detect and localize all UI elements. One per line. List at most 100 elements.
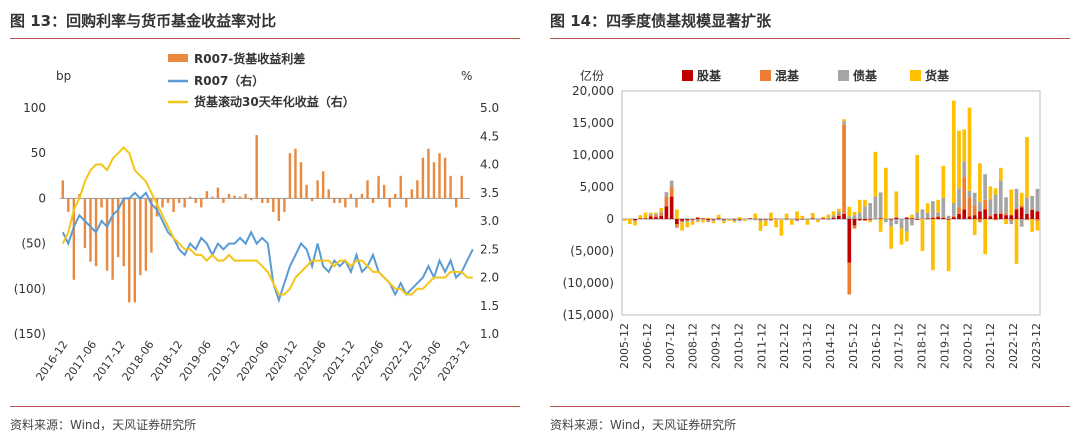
bar-货基 [962, 129, 967, 162]
bar-货基 [810, 212, 815, 219]
y-axis-left-unit: bp [56, 69, 71, 83]
bar-债基 [899, 219, 904, 229]
bar-债基 [716, 219, 721, 221]
y-tick-left: (150) [14, 327, 46, 341]
y-tick-right: 2.0 [480, 271, 499, 285]
y-tick-right: 4.0 [480, 158, 499, 172]
bar-货基 [837, 208, 841, 212]
legend-swatch [760, 70, 771, 81]
x-tick-label: 2013-12 [801, 323, 814, 369]
bar-货基 [1019, 192, 1024, 206]
bar-货基 [931, 219, 935, 271]
bar-混基 [957, 207, 961, 214]
bar-货基 [831, 211, 836, 216]
bar-货基 [737, 217, 742, 219]
bar-货基 [769, 212, 773, 219]
spread-bar [432, 162, 436, 199]
bar-混基 [633, 220, 637, 221]
bar-股基 [701, 218, 705, 219]
y-tick: (15,000) [563, 308, 614, 322]
spread-bar [410, 189, 414, 199]
y-tick-right: 2.5 [480, 242, 499, 256]
bar-货基 [795, 211, 799, 219]
y-tick-right: 3.5 [480, 186, 499, 200]
bar-货基 [628, 219, 632, 225]
bar-货基 [654, 212, 658, 214]
x-tick-label: 2022-12 [1007, 323, 1020, 369]
figure-13-source: 资料来源：Wind，天风证券研究所 [10, 418, 197, 432]
bar-货基 [826, 214, 831, 218]
spread-bar [227, 193, 231, 199]
y-tick-right: 1.0 [480, 327, 499, 341]
spread-bar [244, 193, 247, 199]
figure-13-panel: 图 13：回购利率与货币基金收益率对比 bp% 100 50 0 (50) (100) (1… [10, 12, 520, 432]
bar-债基 [711, 219, 716, 222]
bar-货基 [972, 219, 977, 235]
bar-债基 [972, 192, 977, 206]
bar-货基 [842, 119, 846, 122]
y-tick: 20,000 [572, 84, 614, 98]
bar-股基 [753, 218, 758, 220]
bar-债基 [748, 219, 752, 220]
bar-货基 [988, 186, 993, 200]
spread-bar [216, 187, 220, 199]
bar-货基 [633, 221, 637, 226]
bar-货基 [873, 151, 878, 197]
legend-swatch [838, 70, 849, 81]
spread-bar [294, 148, 297, 199]
bar-股基 [941, 217, 946, 219]
bar-混基 [680, 220, 684, 223]
bar-货基 [763, 220, 768, 227]
legend-label-spread: R007-货基收益利差 [194, 51, 305, 66]
spread-bar [316, 180, 319, 199]
bar-股基 [711, 219, 716, 220]
bar-债基 [633, 220, 637, 222]
y-axis-right-unit: % [461, 69, 472, 83]
bar-混基 [837, 213, 841, 216]
bar-混基 [842, 124, 846, 214]
x-tick-label: 2018-12 [916, 323, 929, 369]
bar-股基 [951, 217, 956, 219]
spread-bar [111, 198, 114, 280]
bar-股基 [993, 213, 998, 219]
spread-bar [255, 135, 258, 199]
spread-bar [205, 191, 209, 199]
bar-债基 [643, 219, 648, 220]
spread-bar [349, 193, 353, 199]
y-tick: (5,000) [570, 244, 614, 258]
bar-混基 [889, 219, 893, 221]
bar-股基 [936, 217, 940, 219]
y-tick-right: 5.0 [480, 101, 499, 115]
bar-股基 [800, 219, 805, 220]
bar-货基 [805, 220, 810, 225]
bar-货基 [978, 163, 982, 202]
bar-货基 [680, 222, 684, 231]
spread-bar [427, 148, 430, 199]
bar-货基 [695, 220, 700, 223]
bar-混基 [904, 217, 909, 218]
y-axis-unit: 亿份 [580, 68, 604, 83]
bar-货基 [1004, 219, 1008, 225]
bar-混基 [706, 220, 711, 221]
spread-bar [72, 198, 76, 280]
bar-货基 [983, 219, 987, 255]
bar-混基 [936, 215, 940, 218]
bar-货基 [889, 226, 893, 249]
bar-混基 [690, 219, 695, 221]
bar-混基 [946, 219, 951, 221]
bar-股基 [675, 219, 679, 225]
spread-bar [377, 175, 380, 199]
figure-13-title: 图 13：回购利率与货币基金收益率对比 [10, 12, 277, 30]
spread-bar [128, 198, 131, 303]
bar-货基 [643, 212, 648, 218]
spread-bar [105, 198, 109, 271]
bar-债基 [941, 197, 946, 218]
bar-股基 [847, 219, 852, 263]
legend-swatch [682, 70, 693, 81]
bar-股基 [763, 219, 768, 220]
bar-股基 [758, 219, 763, 220]
bar-混基 [732, 219, 737, 221]
bar-股基 [904, 217, 909, 219]
spread-bar [454, 198, 458, 208]
bar-债基 [1025, 197, 1029, 214]
